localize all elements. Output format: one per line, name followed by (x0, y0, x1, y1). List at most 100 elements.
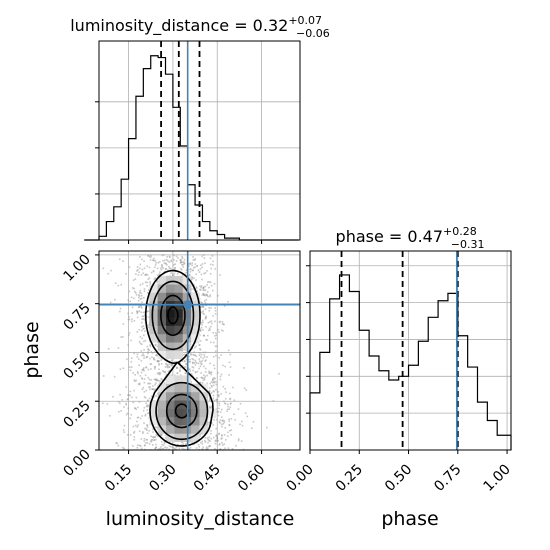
scatter-point (158, 382, 161, 384)
scatter-point (206, 448, 209, 450)
scatter-point (132, 401, 135, 404)
scatter-point (229, 353, 232, 356)
scatter-point (110, 269, 112, 272)
scatter-point (212, 341, 215, 344)
scatter-point (137, 274, 140, 276)
scatter-point (212, 289, 214, 292)
scatter-point (198, 446, 200, 448)
scatter-point (208, 309, 211, 312)
scatter-point (191, 269, 194, 272)
density-cell (166, 383, 175, 393)
scatter-point (228, 420, 231, 423)
scatter-point (181, 256, 183, 258)
scatter-point (153, 259, 155, 262)
scatter-point (137, 416, 140, 419)
scatter-point (224, 365, 226, 368)
scatter-point (147, 348, 149, 351)
scatter-point (203, 254, 205, 256)
scatter-point (119, 393, 121, 396)
scatter-point (156, 372, 159, 375)
scatter-point (191, 362, 194, 365)
scatter-point (123, 431, 126, 433)
scatter-point (205, 315, 207, 318)
scatter-point (204, 436, 207, 439)
scatter-point (213, 399, 215, 402)
scatter-point (146, 310, 149, 313)
scatter-point (175, 260, 178, 262)
scatter-point (134, 278, 137, 280)
scatter-point (198, 271, 201, 273)
scatter-point (151, 436, 154, 438)
scatter-point (164, 262, 167, 265)
scatter-point (171, 274, 174, 276)
scatter-point (156, 345, 159, 348)
y-tick-label: 1.00 (60, 251, 93, 284)
scatter-point (146, 404, 149, 406)
scatter-point (195, 341, 197, 344)
scatter-point (144, 414, 147, 417)
scatter-point (182, 448, 185, 450)
scatter-point (131, 320, 133, 323)
scatter-point (227, 447, 230, 450)
density-cell (166, 275, 175, 285)
scatter-point (165, 258, 168, 261)
scatter-point (218, 433, 220, 436)
scatter-point (138, 295, 141, 297)
scatter-point (158, 364, 160, 366)
scatter-point (220, 393, 222, 395)
scatter-point (199, 340, 202, 342)
scatter-point (199, 288, 201, 291)
scatter-point (149, 345, 152, 348)
scatter-point (161, 378, 163, 381)
scatter-point (154, 366, 156, 368)
x-tick-label: 0.00 (283, 462, 316, 495)
y-tick-label: 0.00 (60, 447, 93, 480)
scatter-point (231, 448, 234, 450)
scatter-point (182, 354, 184, 356)
scatter-point (184, 372, 187, 375)
scatter-point (181, 274, 184, 276)
density-cell (174, 383, 184, 393)
scatter-point (176, 366, 178, 369)
scatter-point (127, 344, 129, 346)
scatter-point (188, 448, 190, 450)
scatter-point (229, 366, 232, 368)
scatter-point (130, 413, 132, 416)
scatter-point (158, 360, 160, 362)
scatter-point (198, 344, 200, 346)
scatter-point (208, 405, 211, 408)
scatter-point (161, 264, 163, 267)
scatter-point (265, 426, 268, 429)
scatter-point (168, 366, 171, 369)
scatter-point (142, 409, 145, 412)
scatter-point (239, 423, 241, 426)
scatter-point (214, 268, 217, 270)
scatter-point (228, 418, 230, 421)
scatter-point (148, 277, 151, 279)
density-cell (174, 325, 184, 335)
scatter-point (129, 417, 132, 420)
scatter-point (136, 356, 139, 358)
scatter-point (122, 336, 124, 338)
scatter-point (164, 441, 166, 443)
scatter-point (204, 360, 207, 362)
density-cell (166, 342, 175, 351)
scatter-point (164, 446, 166, 448)
scatter-point (223, 305, 226, 307)
scatter-point (148, 386, 150, 388)
scatter-point (143, 357, 145, 359)
scatter-point (127, 398, 129, 400)
scatter-point (143, 348, 145, 351)
scatter-point (228, 424, 231, 427)
scatter-point (128, 316, 130, 318)
scatter-point (154, 379, 157, 381)
scatter-point (217, 394, 220, 397)
scatter-point (219, 378, 222, 381)
scatter-point (144, 448, 146, 450)
scatter-point (173, 264, 175, 266)
scatter-point (212, 377, 214, 380)
scatter-point (208, 390, 211, 392)
scatter-point (143, 260, 145, 263)
scatter-point (164, 371, 166, 374)
scatter-point (138, 340, 141, 343)
